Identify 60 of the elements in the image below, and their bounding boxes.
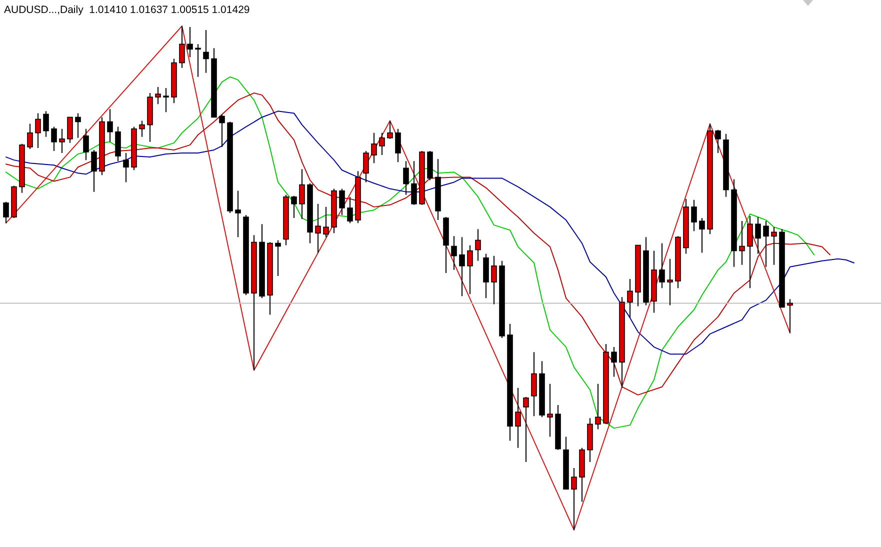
candlestick	[203, 30, 209, 74]
candlestick	[371, 132, 377, 164]
candlestick	[627, 278, 633, 318]
candlestick	[763, 220, 769, 268]
candlestick	[755, 216, 761, 254]
candlestick	[491, 255, 497, 305]
candlestick	[515, 387, 521, 448]
candlestick	[107, 108, 113, 142]
candlestick	[363, 150, 369, 183]
candlestick	[139, 120, 145, 138]
candlestick	[195, 44, 201, 78]
candlestick	[739, 220, 745, 266]
candlestick	[771, 226, 777, 266]
candlestick	[715, 129, 721, 154]
candlestick	[67, 116, 73, 144]
candlestick	[691, 199, 697, 232]
candlestick	[275, 240, 281, 276]
candlestick	[291, 195, 297, 219]
candlestick	[299, 168, 305, 220]
candlestick	[51, 126, 57, 152]
candlestick	[83, 128, 89, 161]
candlestick	[323, 206, 329, 238]
candlestick	[163, 87, 169, 113]
candlestick	[315, 203, 321, 254]
candlestick	[475, 228, 481, 262]
candlestick	[403, 160, 409, 196]
candlestick	[787, 298, 793, 334]
candlestick	[523, 396, 529, 462]
candlestick	[411, 160, 417, 206]
candlestick	[347, 196, 353, 224]
candlestick	[699, 218, 705, 254]
candlestick	[467, 244, 473, 295]
chart-title: AUDUSD...,Daily 1.01410 1.01637 1.00515 1.01429	[4, 4, 250, 16]
candlestick	[667, 258, 673, 306]
candlestick	[395, 128, 401, 163]
candlestick	[123, 152, 129, 183]
candlestick	[3, 201, 9, 224]
candlestick	[219, 114, 225, 148]
candlestick	[75, 112, 81, 138]
candlestick	[451, 236, 457, 270]
candlestick	[611, 346, 617, 378]
candlestick	[547, 383, 553, 438]
candlestick	[459, 236, 465, 297]
candlestick	[235, 190, 241, 238]
candlestick	[179, 26, 185, 68]
candlestick	[27, 123, 33, 150]
candlestick	[59, 128, 65, 154]
candlestick	[595, 383, 601, 430]
candlestick	[571, 468, 577, 530]
candlestick	[379, 132, 385, 156]
candlestick	[659, 242, 665, 289]
candlestick	[187, 26, 193, 58]
candlestick	[747, 216, 753, 289]
candlestick	[155, 86, 161, 105]
candlestick	[35, 112, 41, 148]
candlestick	[339, 188, 345, 216]
candlestick	[91, 149, 97, 192]
candlestick	[43, 110, 49, 138]
candlestick	[387, 120, 393, 140]
candlestick	[531, 352, 537, 417]
